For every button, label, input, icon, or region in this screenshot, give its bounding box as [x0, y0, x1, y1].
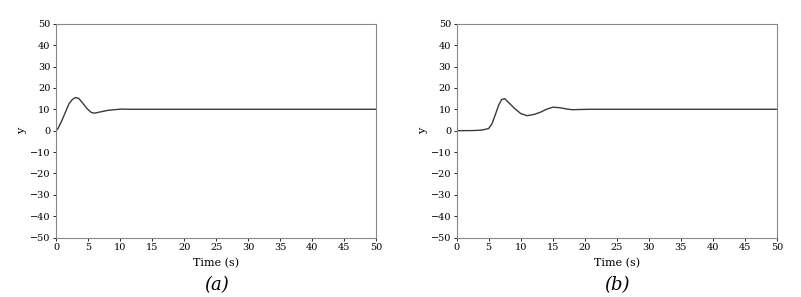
- Y-axis label: y: y: [418, 127, 428, 134]
- X-axis label: Time (s): Time (s): [193, 258, 239, 268]
- X-axis label: Time (s): Time (s): [594, 258, 640, 268]
- Text: (b): (b): [604, 276, 630, 294]
- Text: (a): (a): [204, 276, 228, 294]
- Y-axis label: y: y: [18, 127, 27, 134]
